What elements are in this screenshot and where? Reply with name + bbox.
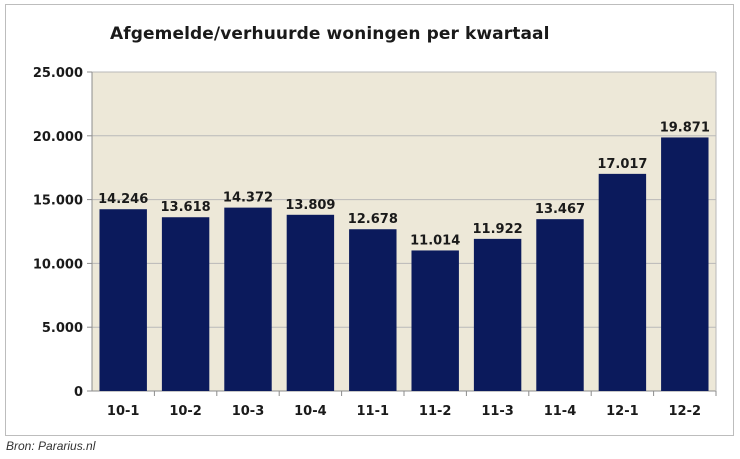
bar-value-label: 14.372 xyxy=(223,191,273,206)
x-tick-label: 10-1 xyxy=(107,404,140,419)
bar xyxy=(349,229,397,391)
bar xyxy=(99,209,147,391)
bar xyxy=(411,250,459,391)
bar-value-label: 11.922 xyxy=(473,222,523,237)
bar-value-label: 13.809 xyxy=(285,198,335,213)
y-tick-label: 10.000 xyxy=(33,257,83,272)
bar-value-label: 12.678 xyxy=(348,212,398,227)
y-tick-label: 15.000 xyxy=(33,194,83,209)
bars xyxy=(99,137,709,391)
y-tick-label: 0 xyxy=(74,385,83,400)
y-tick-label: 25.000 xyxy=(33,66,83,81)
x-tick-label: 12-1 xyxy=(606,404,639,419)
x-tick-label: 11-4 xyxy=(544,404,577,419)
chart-title: Afgemelde/verhuurde woningen per kwartaa… xyxy=(110,24,550,44)
bar xyxy=(473,238,522,391)
bar-value-label: 13.467 xyxy=(535,202,585,217)
bar-value-label: 13.618 xyxy=(161,200,211,215)
bar-value-label: 17.017 xyxy=(597,157,647,172)
bar-value-label: 14.246 xyxy=(98,192,148,207)
x-tick-label: 11-3 xyxy=(481,404,514,419)
x-tick-label: 10-4 xyxy=(294,404,327,419)
bar xyxy=(224,207,272,391)
bar xyxy=(661,137,709,391)
y-tick-label: 20.000 xyxy=(33,130,83,145)
bar xyxy=(286,214,335,391)
bar-value-label: 19.871 xyxy=(660,120,710,135)
x-tick-label: 11-2 xyxy=(419,404,452,419)
labels: 0 5.000 10.000 15.000 20.000 25.000 14.246 10-1… xyxy=(33,66,710,419)
bar-value-label: 11.014 xyxy=(410,233,460,248)
bar xyxy=(598,173,647,391)
x-tick-label: 10-3 xyxy=(232,404,265,419)
y-tick-label: 5.000 xyxy=(42,321,83,336)
bar xyxy=(536,219,584,391)
x-tick-label: 11-1 xyxy=(357,404,390,419)
x-tick-label: 10-2 xyxy=(169,404,202,419)
x-tick-label: 12-2 xyxy=(669,404,702,419)
source-note: Bron: Pararius.nl xyxy=(6,439,96,453)
bar xyxy=(161,217,210,391)
